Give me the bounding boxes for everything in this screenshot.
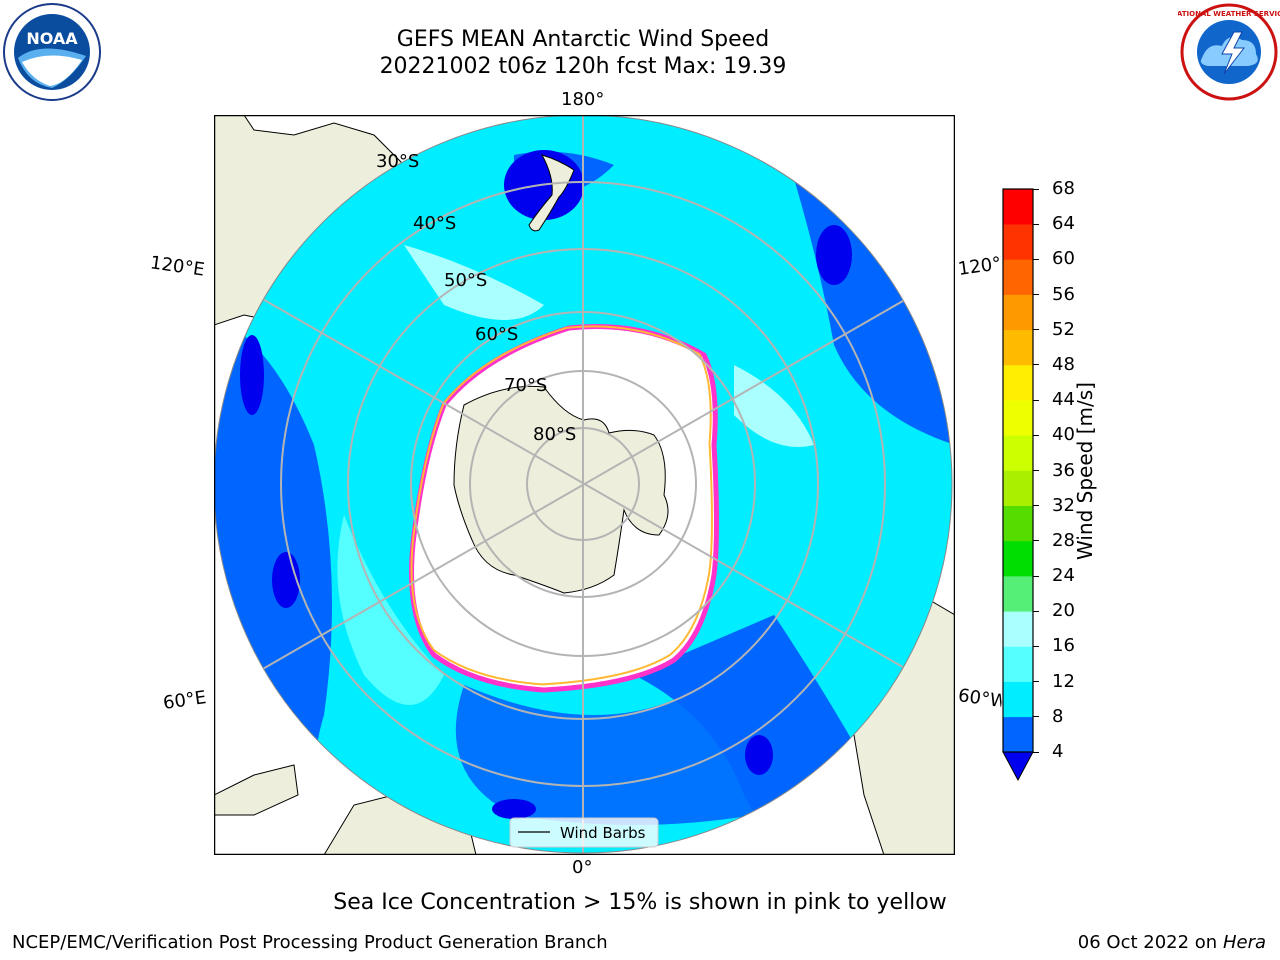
colorbar-tick-mark	[1033, 223, 1039, 225]
colorbar-tick-mark	[1033, 540, 1039, 542]
colorbar-bin-64-68	[1003, 189, 1033, 225]
colorbar-tick-mark	[1033, 294, 1039, 296]
colorbar-tick-label: 56	[1052, 283, 1075, 305]
colorbar-tick-label: 16	[1052, 635, 1075, 657]
wind-barbs-legend: Wind Barbs	[509, 817, 659, 848]
lon-label-top: 180°	[561, 89, 605, 110]
lat-label-30s: 30°S	[376, 151, 420, 172]
graticule	[214, 115, 952, 853]
colorbar-tick-mark	[1033, 364, 1039, 366]
colorbar-title: Wind Speed [m/s]	[1073, 382, 1097, 560]
colorbar-bin-32-36	[1003, 470, 1033, 506]
colorbar-bin-24-28	[1003, 540, 1033, 577]
colorbar-tick-mark	[1033, 645, 1039, 647]
colorbar-tick-mark	[1033, 681, 1039, 683]
colorbar-tick-mark	[1033, 470, 1039, 471]
colorbar-tick-label: 48	[1052, 353, 1075, 375]
colorbar-bin-12-16	[1003, 646, 1033, 682]
machine-name: Hera	[1222, 932, 1266, 953]
colorbar-bin-16-20	[1003, 611, 1033, 647]
lat-label-80s: 80°S	[533, 424, 577, 445]
lon-label-60w: 60°W	[956, 685, 1004, 712]
colorbar-tick-mark	[1033, 505, 1039, 507]
lon-label-120e: 120°E	[148, 252, 206, 281]
colorbar-bin-60-64	[1003, 224, 1033, 260]
colorbar-tick-label: 4	[1052, 741, 1064, 762]
colorbar-bin-8-12	[1003, 681, 1033, 718]
colorbar-bin-52-56	[1003, 294, 1033, 331]
colorbar-tick-mark	[1033, 434, 1039, 436]
colorbar-tick-mark	[1033, 329, 1039, 331]
colorbar-tick-label: 44	[1052, 389, 1075, 411]
colorbar-bin-40-44	[1003, 400, 1033, 436]
colorbar-tick-mark	[1033, 610, 1039, 612]
legend-label: Wind Barbs	[560, 824, 646, 842]
new-zealand	[528, 154, 575, 232]
lat-label-60s: 60°S	[475, 324, 519, 345]
colorbar-tick-label: 40	[1052, 424, 1075, 446]
colorbar-tick-label: 28	[1052, 529, 1075, 551]
date-text: 06 Oct 2022 on	[1077, 932, 1223, 953]
colorbar-tick-mark	[1033, 258, 1039, 260]
date-stamp: 06 Oct 2022 on Hera	[1078, 932, 1266, 953]
colorbar-tick-label: 24	[1052, 565, 1075, 587]
colorbar-bin-48-52	[1003, 329, 1033, 366]
colorbar-bin-28-32	[1003, 505, 1033, 542]
colorbar-tick-label: 32	[1052, 494, 1075, 516]
lat-label-70s: 70°S	[504, 375, 548, 396]
lon-label-bottom: 0°	[572, 857, 593, 878]
colorbar-tick-label: 36	[1052, 459, 1075, 481]
polar-map: Wind Barbs	[214, 115, 955, 855]
colorbar-tick-mark	[1033, 751, 1039, 753]
nws-logo: NATIONAL WEATHER SERVICE	[1178, 3, 1280, 101]
lon-label-120w: 120°W	[956, 253, 1004, 280]
colorbar-bin-56-60	[1003, 259, 1033, 295]
colorbar-tick-mark	[1033, 188, 1039, 190]
colorbar-tick-mark	[1033, 716, 1039, 718]
credit-line: NCEP/EMC/Verification Post Processing Pr…	[12, 932, 608, 953]
lat-label-40s: 40°S	[413, 213, 457, 234]
lat-label-50s: 50°S	[444, 270, 488, 291]
colorbar-tick-label: 68	[1052, 178, 1075, 199]
colorbar-tick-mark	[1033, 575, 1039, 577]
colorbar-tick-label: 52	[1052, 318, 1075, 340]
colorbar-tick-label: 20	[1052, 600, 1075, 622]
colorbar-bin-20-24	[1003, 576, 1033, 612]
colorbar-bin-4-8	[1003, 716, 1033, 753]
colorbar-bin-36-40	[1003, 435, 1033, 471]
noaa-logo: NOAA	[3, 3, 101, 101]
noaa-logo-text: NOAA	[26, 29, 78, 48]
colorbar-tick-label: 60	[1052, 248, 1075, 270]
chart-title-line1: GEFS MEAN Antarctic Wind Speed	[396, 27, 770, 52]
nws-logo-text: NATIONAL WEATHER SERVICE	[1178, 10, 1280, 18]
colorbar-tick-label: 64	[1052, 213, 1075, 235]
sea-ice-caption: Sea Ice Concentration > 15% is shown in …	[333, 890, 947, 915]
colorbar	[1002, 188, 1034, 782]
colorbar-tick-label: 12	[1052, 670, 1075, 692]
colorbar-tick-mark	[1033, 399, 1039, 401]
colorbar-bin-44-48	[1003, 364, 1033, 401]
chart-title-line2: 20221002 t06z 120h fcst Max: 19.39	[379, 54, 787, 79]
colorbar-tick-label: 8	[1052, 705, 1064, 727]
lon-label-60e: 60°E	[161, 687, 208, 714]
